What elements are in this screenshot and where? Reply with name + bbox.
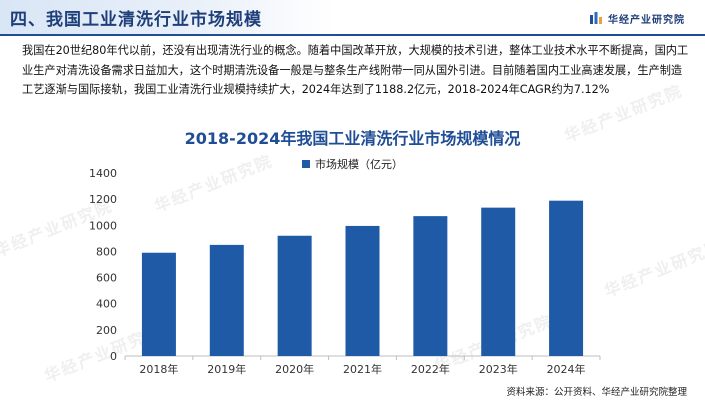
- y-tick-label: 0: [110, 350, 117, 363]
- bar: [549, 200, 584, 356]
- bar: [345, 225, 380, 356]
- x-tick-label: 2022年: [411, 362, 450, 376]
- bar: [413, 216, 448, 356]
- y-tick-label: 400: [96, 298, 117, 311]
- source-note: 资料来源：公开资料、华经产业研究院整理: [506, 387, 687, 398]
- chart-title: 2018-2024年我国工业清洗行业市场规模情况: [184, 129, 521, 148]
- y-tick-label: 1000: [89, 219, 117, 232]
- x-tick-label: 2020年: [275, 362, 314, 376]
- x-tick-label: 2018年: [139, 362, 178, 376]
- header-band: [0, 0, 335, 34]
- header: 四、我国工业清洗行业市场规模 华经产业研究院: [0, 0, 705, 36]
- bar: [277, 235, 312, 356]
- y-tick-label: 1200: [89, 193, 117, 206]
- x-tick-label: 2023年: [479, 362, 518, 376]
- brand: 华经产业研究院: [589, 10, 685, 26]
- legend-label: 市场规模（亿元）: [315, 158, 403, 171]
- x-tick-label: 2019年: [207, 362, 246, 376]
- y-tick-label: 200: [96, 324, 117, 337]
- legend-swatch: [302, 160, 310, 168]
- y-tick-label: 600: [96, 272, 117, 285]
- bar: [481, 207, 516, 356]
- page-title: 四、我国工业清洗行业市场规模: [10, 10, 262, 30]
- huajing-logo-icon: [590, 12, 602, 24]
- chart-legend: 市场规模（亿元）: [0, 156, 705, 172]
- x-tick-label: 2024年: [547, 362, 586, 376]
- y-tick-label: 800: [96, 245, 117, 258]
- header-divider: [0, 34, 705, 36]
- bar: [141, 252, 176, 356]
- brand-name: 华经产业研究院: [608, 14, 685, 26]
- intro-paragraph: 我国在20世纪80年代以前，还没有出现清洗行业的概念。随着中国改革开放，大规模的…: [22, 44, 689, 96]
- bar: [209, 244, 244, 356]
- y-tick-label: 1400: [89, 167, 117, 180]
- x-tick-label: 2021年: [343, 362, 382, 376]
